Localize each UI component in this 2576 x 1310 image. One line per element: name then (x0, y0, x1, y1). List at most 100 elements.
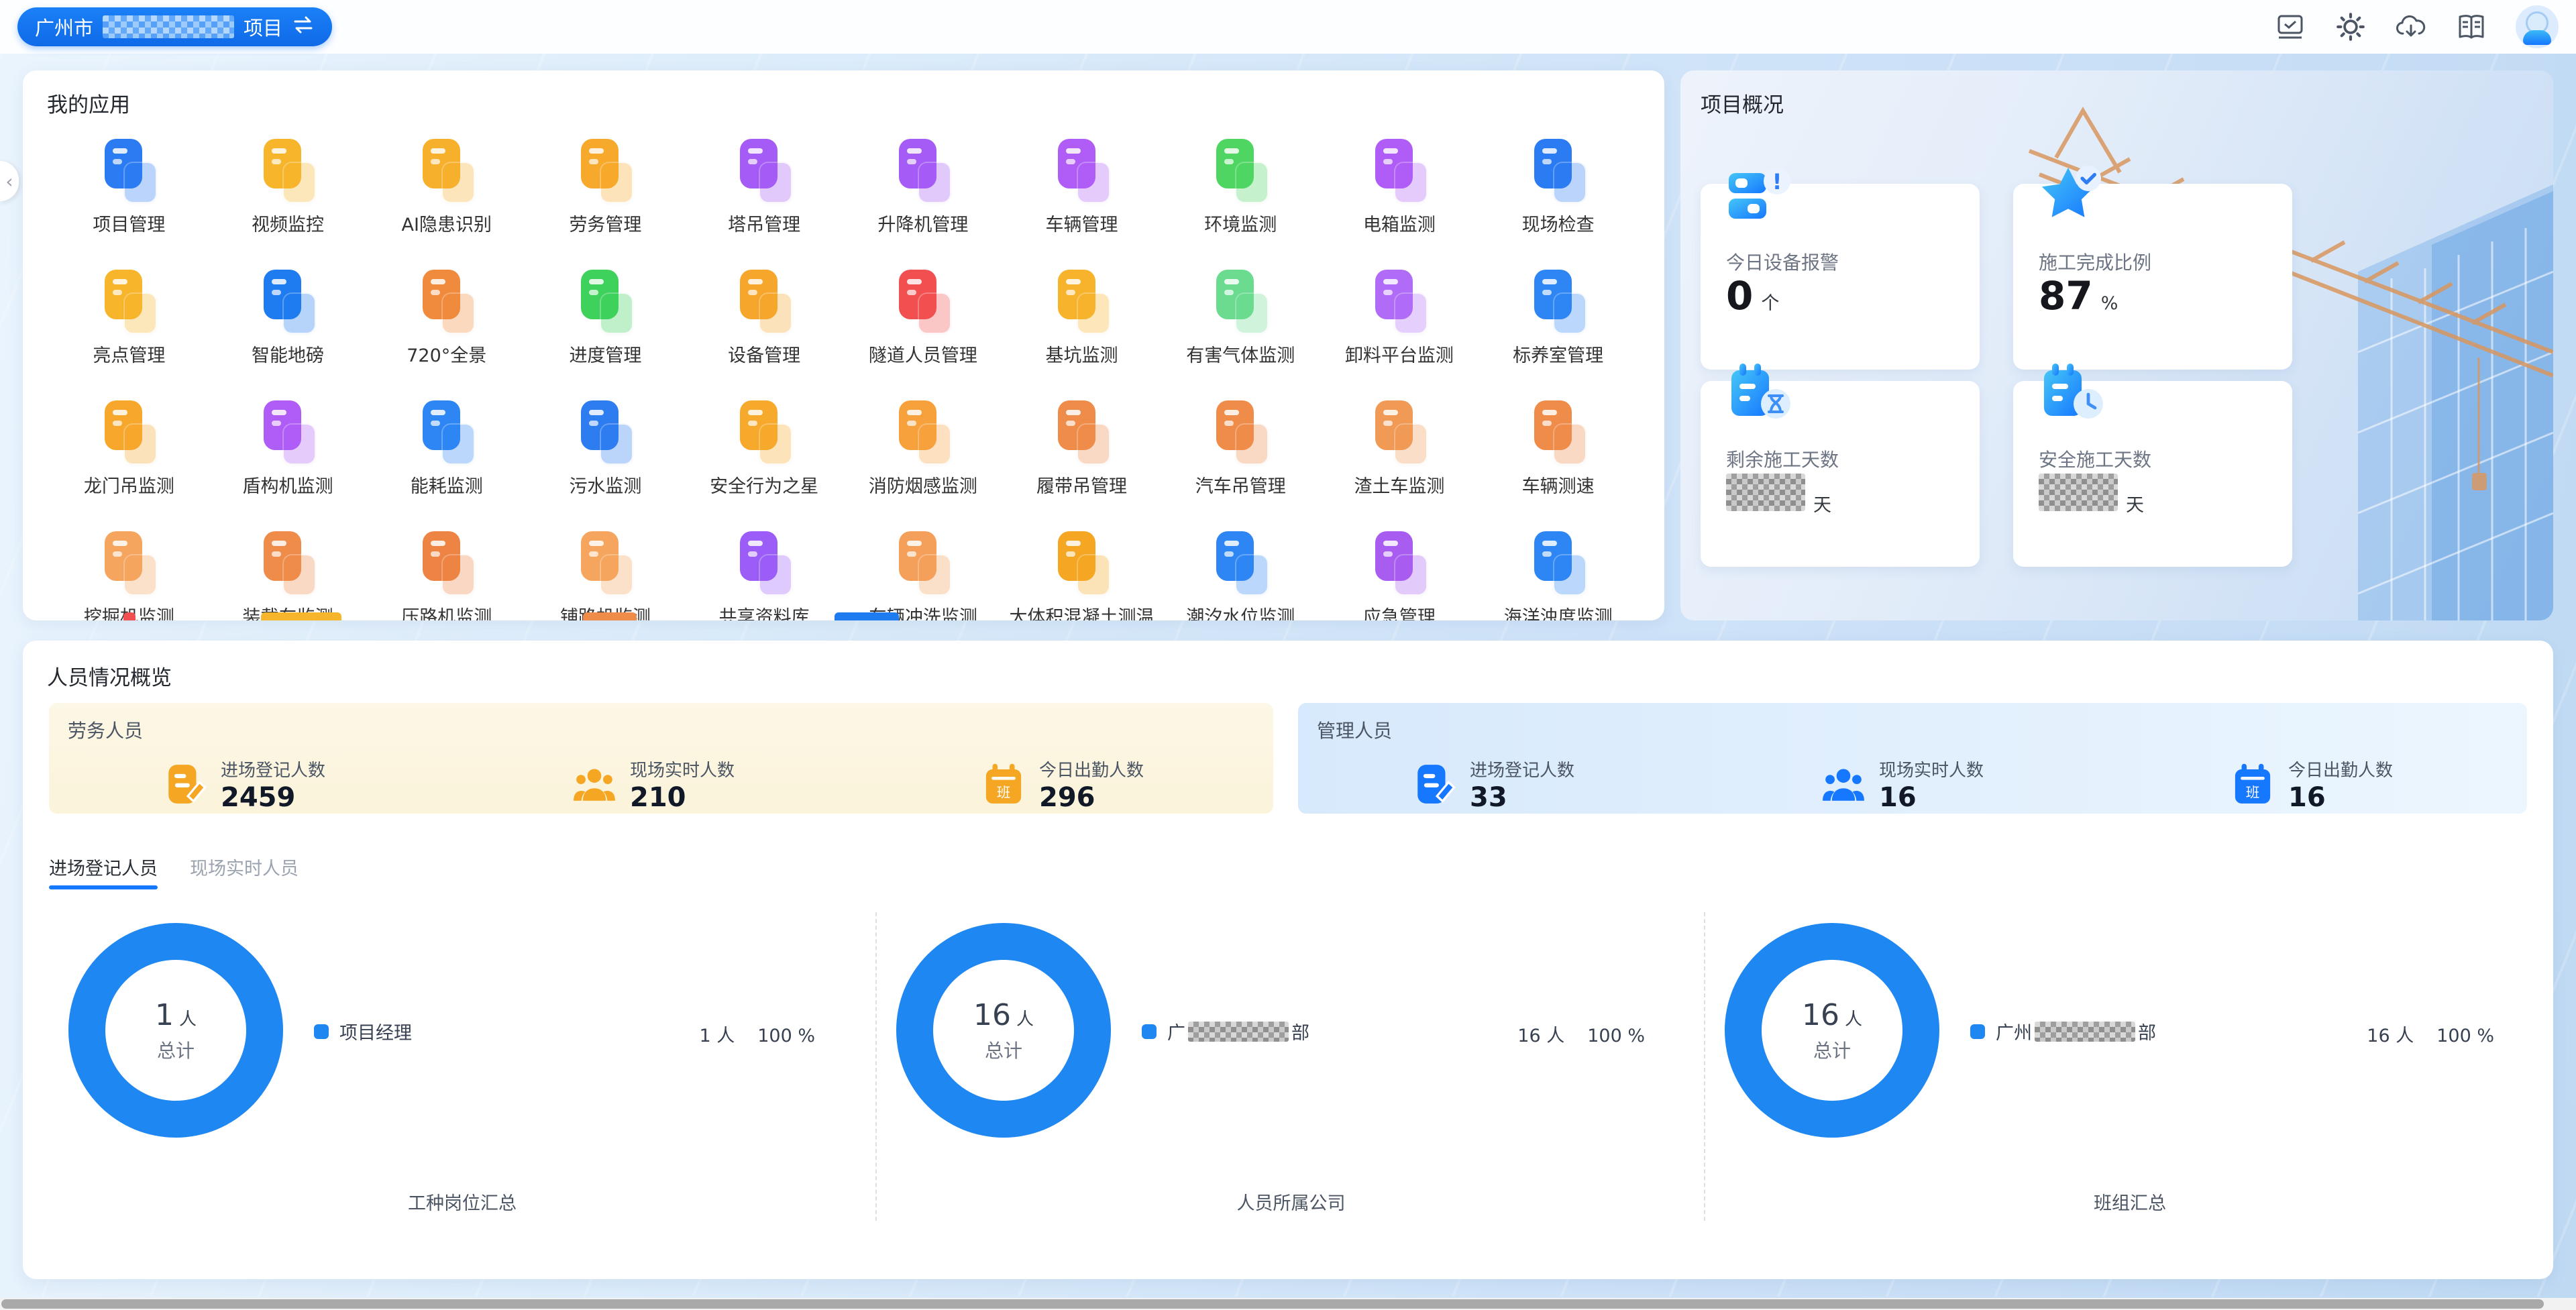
people-icon (572, 762, 616, 806)
app-item[interactable]: 现场检查 (1479, 135, 1638, 236)
app-item[interactable]: 电箱监测 (1320, 135, 1479, 236)
app-icon (94, 135, 164, 205)
app-item[interactable]: 视频监控 (209, 135, 368, 236)
personnel-tab[interactable]: 现场实时人员 (190, 859, 299, 879)
app-label: 履带吊管理 (1036, 476, 1128, 497)
management-strip-title: 管理人员 (1317, 720, 1393, 742)
legend-percent: 100 % (757, 1026, 815, 1046)
app-item[interactable]: 渣土车监测 (1320, 396, 1479, 498)
app-item[interactable]: 隧道人员管理 (843, 266, 1002, 367)
app-item[interactable]: 安全行为之星 (685, 396, 844, 498)
app-label: 消防烟感监测 (868, 476, 977, 497)
app-item[interactable]: 污水监测 (526, 396, 685, 498)
app-item[interactable]: 劳务管理 (526, 135, 685, 236)
stat-value: 296 (1039, 782, 1095, 813)
app-item[interactable]: 智能地磅 (209, 266, 368, 367)
app-item[interactable]: AI隐患识别 (367, 135, 526, 236)
overview-card-label: 剩余施工天数 (1726, 449, 1839, 471)
register-icon (1412, 762, 1456, 806)
app-item[interactable]: 大体积混凝土测温 (1002, 527, 1161, 620)
legend-label: 项目经理 (339, 1023, 412, 1044)
app-item[interactable]: 升降机管理 (843, 135, 1002, 236)
overview-card-value: 87 (2039, 273, 2093, 319)
app-label: 盾构机监测 (242, 476, 333, 497)
legend-value: 16 人 100 % (2367, 1021, 2494, 1047)
message-icon[interactable] (2274, 11, 2306, 43)
app-item[interactable]: 车辆管理 (1002, 135, 1161, 236)
app-item[interactable]: 项目管理 (50, 135, 209, 236)
app-icon (729, 135, 799, 205)
app-item[interactable]: 设备管理 (685, 266, 844, 367)
device-alarm-icon: ! (1723, 161, 1793, 231)
horizontal-scrollbar-thumb[interactable] (1, 1299, 2544, 1309)
stat-value: 16 (2288, 782, 2326, 813)
stat-item: 进场登记人数 2459 (163, 757, 325, 811)
app-item[interactable]: 塔吊管理 (685, 135, 844, 236)
donut-total-label: 总计 (1813, 1039, 1851, 1062)
donut-chart: 1 人总计 (68, 923, 283, 1138)
app-icon (1364, 396, 1434, 466)
donut-total: 16 人 (1801, 997, 1862, 1032)
app-label: 污水监测 (569, 476, 642, 497)
app-item[interactable]: 亮点管理 (50, 266, 209, 367)
app-item[interactable]: 消防烟感监测 (843, 396, 1002, 498)
app-icon (412, 396, 482, 466)
legend-label: 广州部 (1996, 1018, 2156, 1044)
app-item[interactable]: 龙门吊监测 (50, 396, 209, 498)
stat-label: 今日出勤人数 (1039, 761, 1144, 781)
overview-card: 施工完成比例 87% (2013, 166, 2292, 370)
user-avatar[interactable] (2516, 5, 2559, 48)
app-icon (1523, 396, 1593, 466)
overview-card-value: 0 (1726, 273, 1754, 319)
app-icon (253, 527, 323, 597)
app-item[interactable]: 应急管理 (1320, 527, 1479, 620)
app-item[interactable]: 共享资料库 (685, 527, 844, 620)
app-item[interactable]: 有害气体监测 (1161, 266, 1320, 367)
app-label: 压路机监测 (401, 607, 492, 620)
app-item[interactable]: 车辆冲洗监测 (843, 527, 1002, 620)
app-item[interactable]: 挖掘机监测 (50, 527, 209, 620)
personnel-tab[interactable]: 进场登记人员 (49, 854, 158, 889)
app-label: 环境监测 (1204, 215, 1277, 235)
app-icon (1047, 135, 1117, 205)
app-icon (1047, 266, 1117, 335)
app-item[interactable]: 盾构机监测 (209, 396, 368, 498)
legend-label: 广部 (1167, 1018, 1309, 1044)
settings-icon[interactable] (2334, 11, 2367, 43)
overview-card-unit: % (2100, 293, 2118, 314)
app-item[interactable]: 装载车监测 (209, 527, 368, 620)
app-icon (570, 266, 640, 335)
app-item[interactable]: 汽车吊管理 (1161, 396, 1320, 498)
app-item[interactable]: 履带吊管理 (1002, 396, 1161, 498)
project-switcher-pill[interactable]: 广州市 项目 (17, 7, 333, 46)
collapse-sidebar-handle[interactable]: ‹ (0, 161, 19, 201)
legend-swatch (314, 1024, 329, 1039)
stat-label: 现场实时人数 (1879, 761, 1984, 781)
app-item[interactable]: 铺路机监测 (526, 527, 685, 620)
app-item[interactable]: 潮汐水位监测 (1161, 527, 1320, 620)
legend-value: 1 人 100 % (699, 1021, 815, 1047)
cloud-download-icon[interactable] (2395, 11, 2427, 43)
stat-item: 进场登记人数 33 (1412, 757, 1574, 811)
app-item[interactable]: 能耗监测 (367, 396, 526, 498)
app-item[interactable]: 车辆测速 (1479, 396, 1638, 498)
app-label: 共享资料库 (718, 607, 810, 620)
app-label: 能耗监测 (410, 476, 483, 497)
overview-card: ! 今日设备报警 0 个 (1701, 168, 1980, 370)
app-item[interactable]: 环境监测 (1161, 135, 1320, 236)
app-item[interactable]: 基坑监测 (1002, 266, 1161, 367)
app-item[interactable]: 卸料平台监测 (1320, 266, 1479, 367)
app-item[interactable]: 压路机监测 (367, 527, 526, 620)
stat-item: 现场实时人数 16 (1821, 757, 1984, 811)
overview-card-label: 安全施工天数 (2039, 449, 2152, 471)
app-item[interactable]: 标养室管理 (1479, 266, 1638, 367)
handbook-icon[interactable] (2455, 11, 2487, 43)
app-item[interactable]: 进度管理 (526, 266, 685, 367)
app-item[interactable]: 海洋浊度监测 (1479, 527, 1638, 620)
app-icon (253, 396, 323, 466)
register-icon (163, 762, 207, 806)
legend-count: 16 人 (1517, 1026, 1565, 1046)
app-item[interactable]: 720°全景 (367, 266, 526, 367)
app-icon (412, 266, 482, 335)
app-label: 渣土车监测 (1354, 476, 1445, 497)
